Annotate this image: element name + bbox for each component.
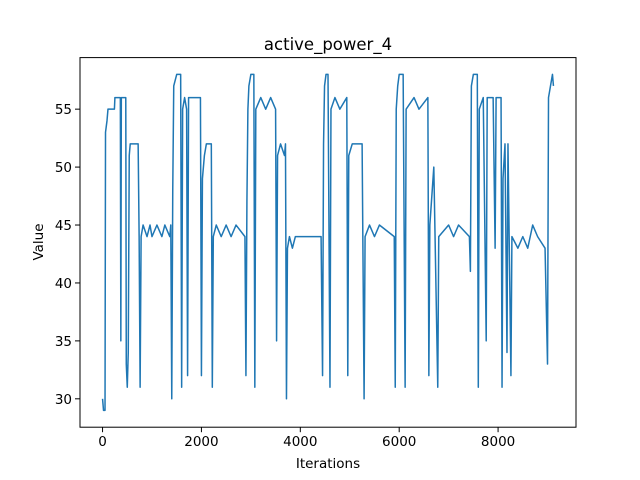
x-tick-label: 2000 [184, 434, 218, 450]
y-tick-label: 35 [55, 334, 72, 350]
x-tick-label: 0 [98, 434, 107, 450]
x-tick-label: 6000 [382, 434, 416, 450]
y-tick-label: 55 [55, 102, 72, 118]
x-tick-label: 4000 [283, 434, 317, 450]
chart-title: active_power_4 [264, 35, 392, 55]
y-axis-label: Value [31, 223, 47, 260]
x-tick-label: 8000 [481, 434, 515, 450]
y-tick-label: 30 [55, 392, 72, 408]
axes-frame [79, 57, 577, 428]
y-tick-label: 50 [55, 160, 72, 176]
data-line [101, 73, 555, 412]
x-axis-label: Iterations [296, 456, 360, 472]
y-tick-label: 45 [55, 218, 72, 234]
y-tick-label: 40 [55, 276, 72, 292]
